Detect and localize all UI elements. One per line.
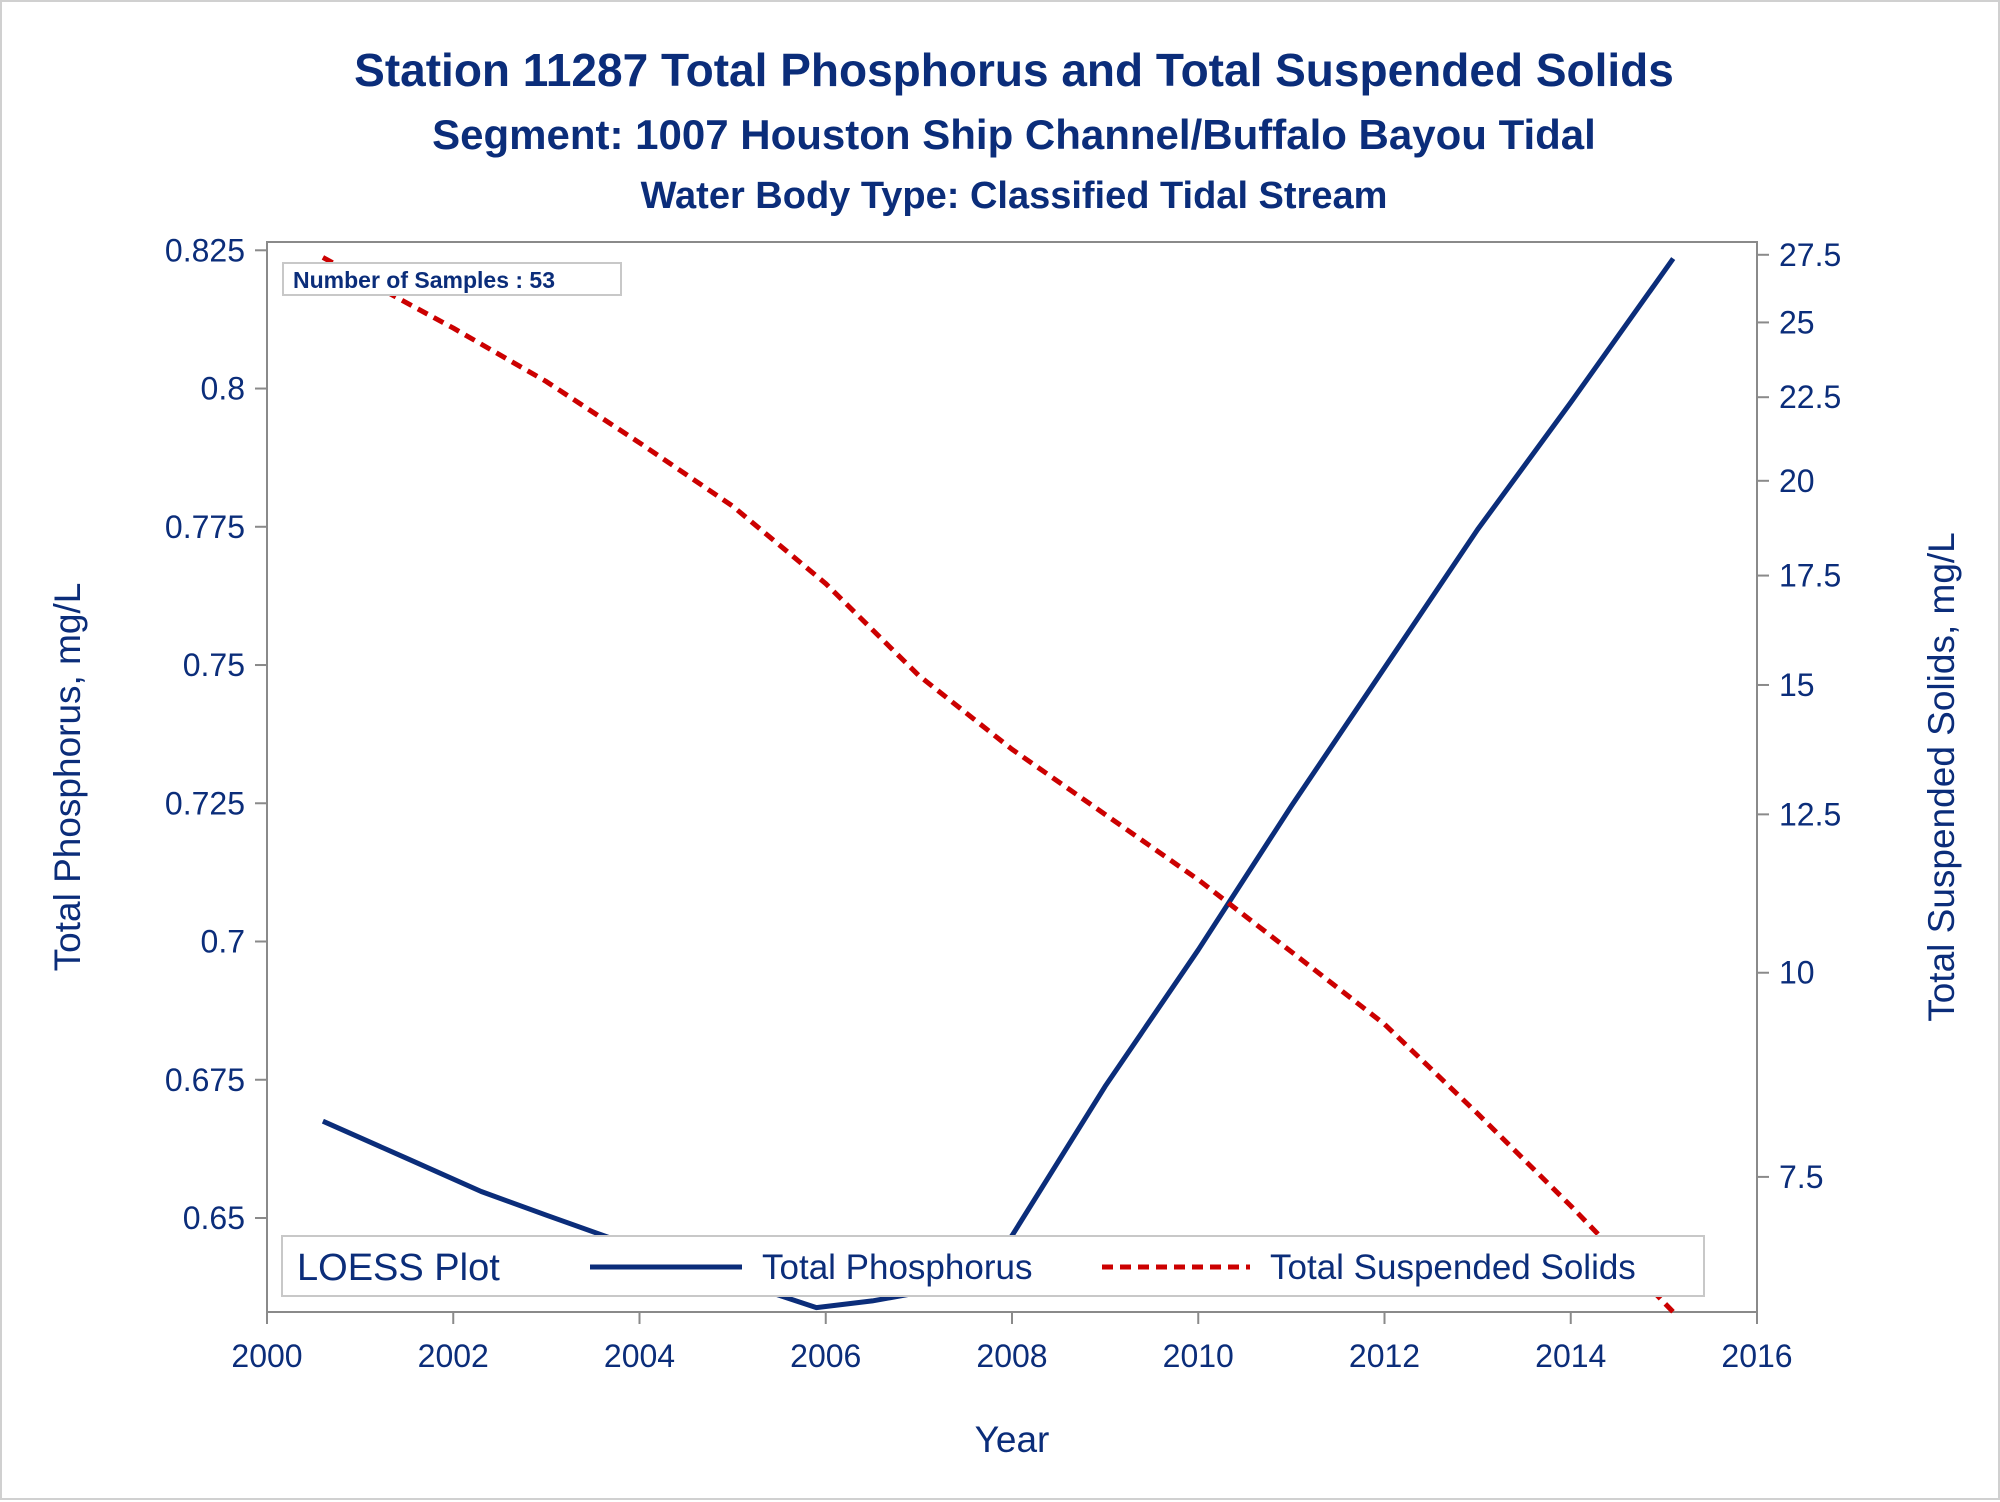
legend: LOESS Plot Total Phosphorus Total Suspen…: [281, 1235, 1705, 1297]
x-tick-label: 2014: [1535, 1338, 1606, 1374]
y2-tick-label: 17.5: [1779, 558, 1841, 594]
y-axis-left: 0.65 0.675 0.7 0.725 0.75 0.775 0.8 0.825: [165, 232, 267, 1236]
y-axis-right: 7.5 10 12.5 15 17.5 20 22.5 25 27.5: [1757, 237, 1841, 1195]
y-axis-label: Total Phosphorus, mg/L: [47, 583, 88, 972]
y-tick-label: 0.65: [183, 1200, 245, 1236]
y-tick-label: 0.675: [165, 1062, 245, 1098]
series-line-total-phosphorus: [321, 257, 1676, 1311]
y-tick-label: 0.825: [165, 232, 245, 268]
y2-tick-label: 22.5: [1779, 379, 1841, 415]
x-tick-label: 2012: [1349, 1338, 1420, 1374]
legend-label-total-phosphorus: Total Phosphorus: [762, 1248, 1032, 1287]
x-axis: 2000 2002 2004 2006 2008 2010 2012 2014 2016: [231, 1312, 1793, 1374]
y2-tick-label: 15: [1779, 667, 1815, 703]
series-line-total-suspended-solids: [321, 255, 1675, 1314]
x-tick-label: 2008: [976, 1338, 1047, 1374]
y-tick-label: 0.7: [201, 924, 245, 960]
sample-count-label: Number of Samples : 53: [293, 267, 555, 293]
y2-tick-label: 12.5: [1779, 796, 1841, 832]
y2-tick-label: 27.5: [1779, 237, 1841, 273]
chart-subtitle: Segment: 1007 Houston Ship Channel/Buffa…: [432, 111, 1596, 158]
series-layer: [321, 255, 1676, 1314]
y2-tick-label: 25: [1779, 304, 1815, 340]
y-tick-label: 0.725: [165, 785, 245, 821]
x-tick-label: 2004: [604, 1338, 675, 1374]
legend-title: LOESS Plot: [297, 1247, 500, 1289]
legend-label-total-suspended-solids: Total Suspended Solids: [1270, 1248, 1636, 1287]
x-axis-label: Year: [975, 1419, 1050, 1460]
y-tick-label: 0.775: [165, 509, 245, 545]
chart-title: Station 11287 Total Phosphorus and Total…: [354, 44, 1674, 96]
y2-tick-label: 10: [1779, 955, 1815, 991]
x-tick-label: 2002: [418, 1338, 489, 1374]
y2-tick-label: 20: [1779, 463, 1815, 499]
legend-box: [281, 1235, 1705, 1297]
y-tick-label: 0.8: [201, 371, 245, 407]
y-tick-label: 0.75: [183, 647, 245, 683]
sample-count-box: [282, 262, 622, 296]
x-tick-label: 2006: [790, 1338, 861, 1374]
x-tick-label: 2000: [231, 1338, 302, 1374]
plot-area: [266, 241, 1758, 1313]
x-tick-label: 2010: [1163, 1338, 1234, 1374]
x-tick-label: 2016: [1721, 1338, 1792, 1374]
chart-subtitle-2: Water Body Type: Classified Tidal Stream: [641, 175, 1388, 217]
y2-tick-label: 7.5: [1779, 1159, 1823, 1195]
y2-axis-label: Total Suspended Solids, mg/L: [1921, 532, 1962, 1022]
